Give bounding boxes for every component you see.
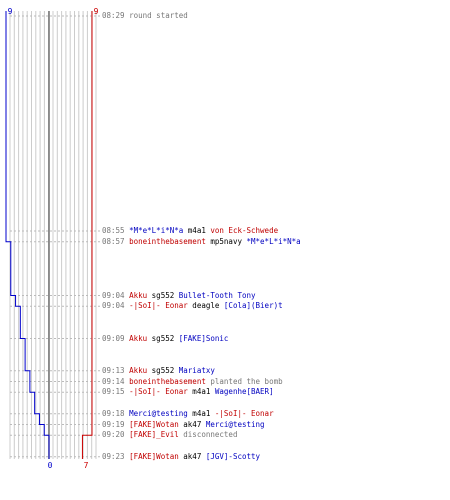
red-player-name: Akku: [129, 333, 148, 343]
red-player-name: boneinthebasement: [129, 236, 206, 246]
event-time: 09:15: [102, 387, 130, 397]
blue-player-name: Wagenhe[BAER]: [214, 387, 274, 397]
blue-team-alive-line: [5, 11, 50, 459]
blue-player-name: Mariatxy: [178, 365, 215, 375]
event-text: deagle: [187, 301, 224, 311]
event-time: 09:14: [102, 376, 130, 386]
event-row: 08:29 round started: [102, 11, 188, 21]
red-player-name: -|SoI|- Eonar: [129, 301, 188, 311]
red-player-name: -|SoI|- Eonar: [129, 387, 188, 397]
red-player-name: [FAKE]Wotan: [129, 419, 179, 429]
event-row: 09:13 Akku sg552 Mariatxy: [102, 366, 215, 376]
event-text: sg552: [147, 365, 179, 375]
event-row: 09:19 [FAKE]Wotan ak47 Merci@testing: [102, 420, 265, 430]
event-text: round started: [129, 11, 188, 20]
red-player-name: -|SoI|- Eonar: [214, 408, 274, 418]
event-time: 09:13: [102, 365, 130, 375]
blue-start-count: 9: [8, 7, 13, 16]
event-row: 09:09 Akku sg552 [FAKE]Sonic: [102, 334, 228, 344]
vertical-gridlines: [9, 11, 97, 459]
event-time: 09:19: [102, 419, 130, 429]
horizontal-gridlines: [10, 15, 101, 458]
red-team-alive-line: [81, 11, 93, 459]
blue-end-count: 0: [48, 461, 53, 470]
red-player-name: Akku: [129, 365, 148, 375]
event-row: 09:04 -|SoI|- Eonar deagle [Cola](Bier)t: [102, 301, 283, 311]
event-text: planted the bomb: [205, 376, 283, 386]
blue-player-name: [Cola](Bier)t: [223, 301, 283, 311]
event-time: 09:09: [102, 333, 130, 343]
event-time: 08:57: [102, 236, 130, 246]
event-text: ak47: [178, 451, 206, 461]
red-player-name: Akku: [129, 290, 148, 300]
event-text: m4a1: [187, 387, 215, 397]
red-player-name: [FAKE]_Evil: [129, 430, 179, 440]
event-row: 09:14 boneinthebasement planted the bomb: [102, 377, 283, 387]
red-end-count: 7: [84, 461, 89, 470]
event-row: 08:55 *M*e*L*i*N*a m4a1 von Eck-Schwede: [102, 226, 278, 236]
blue-player-name: [FAKE]Sonic: [178, 333, 229, 343]
event-time: 08:55: [102, 226, 130, 235]
red-player-name: boneinthebasement: [129, 376, 206, 386]
blue-player-name: Bullet-Tooth Tony: [178, 290, 256, 300]
event-time: 09:04: [102, 301, 130, 311]
event-time: 09:04: [102, 290, 130, 300]
event-row: 09:04 Akku sg552 Bullet-Tooth Tony: [102, 291, 256, 301]
blue-player-name: Merci@testing: [129, 408, 188, 418]
event-time: 09:20: [102, 430, 130, 440]
event-row: 09:18 Merci@testing m4a1 -|SoI|- Eonar: [102, 409, 274, 419]
event-row: 09:23 [FAKE]Wotan ak47 [JGV]-Scotty: [102, 452, 260, 462]
event-text: mp5navy: [205, 236, 247, 246]
event-time: 09:23: [102, 451, 130, 461]
event-row: 09:15 -|SoI|- Eonar m4a1 Wagenhe[BAER]: [102, 387, 274, 397]
blue-player-name: *M*e*L*i*N*a: [246, 236, 301, 246]
event-text: sg552: [147, 333, 179, 343]
blue-player-name: Merci@testing: [205, 419, 265, 429]
red-player-name: von Eck-Schwede: [210, 226, 279, 235]
blue-player-name: [JGV]-Scotty: [205, 451, 261, 461]
event-row: 08:57 boneinthebasement mp5navy *M*e*L*i…: [102, 237, 301, 247]
red-player-name: [FAKE]Wotan: [129, 451, 179, 461]
event-time: 09:18: [102, 408, 130, 418]
event-text: ak47: [178, 419, 206, 429]
event-time: 08:29: [102, 11, 130, 20]
blue-player-name: *M*e*L*i*N*a: [129, 226, 184, 235]
event-row: 09:20 [FAKE]_Evil disconnected: [102, 430, 237, 440]
event-text: m4a1: [183, 226, 211, 235]
event-text: m4a1: [187, 408, 215, 418]
event-text: disconnected: [178, 430, 238, 440]
event-text: sg552: [147, 290, 179, 300]
red-start-count: 9: [94, 7, 99, 16]
